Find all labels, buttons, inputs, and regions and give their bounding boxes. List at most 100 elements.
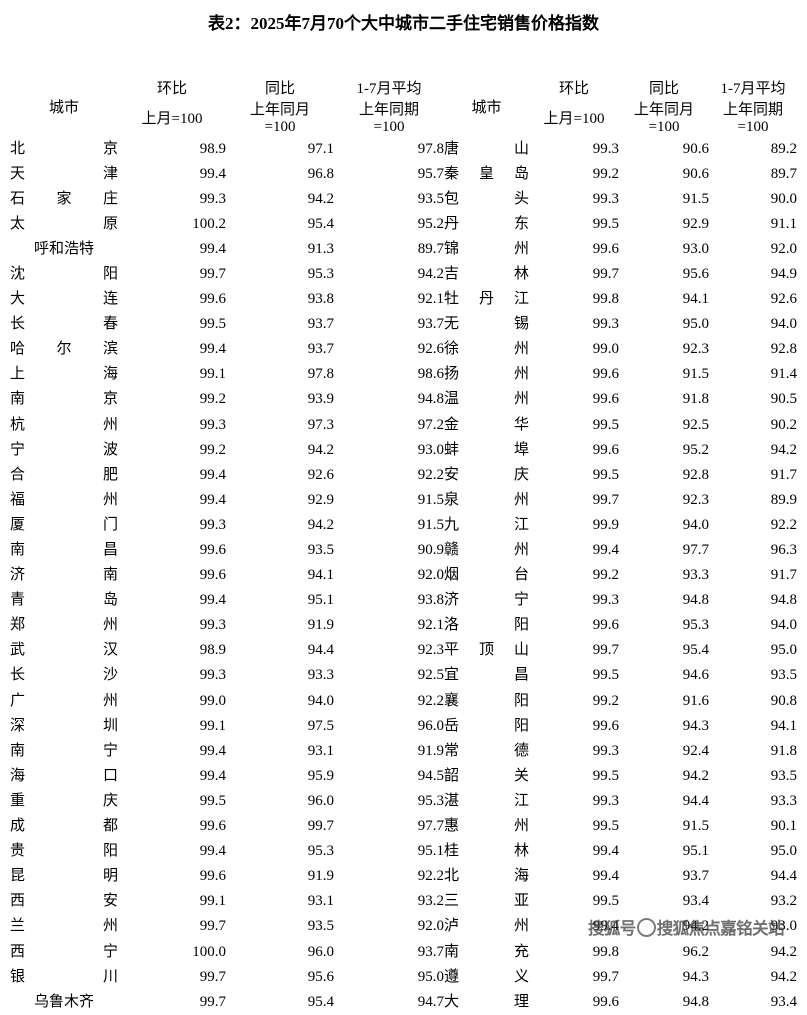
value-mom-left: 99.7 (199, 265, 226, 282)
value-yoy-left: 93.9 (307, 391, 334, 408)
value-mom-right: 99.0 (592, 341, 619, 358)
value-avg-right: 92.2 (770, 516, 797, 533)
header-base-mom-left-line1: 上月=100 (141, 110, 203, 127)
value-mom-left: 99.6 (199, 542, 226, 558)
value-avg-right: 91.1 (770, 215, 797, 232)
table-row: 西安 99.1 93.1 93.2 三亚 99.5 93.4 93.2 (10, 889, 797, 914)
value-yoy-right: 94.2 (682, 767, 709, 784)
city-name-left: 银川 (10, 968, 118, 985)
value-avg-left: 96.0 (417, 717, 444, 734)
value-mom-right: 99.4 (592, 843, 619, 860)
city-name-right: 泸州 (444, 918, 529, 935)
value-avg-right: 93.4 (770, 993, 797, 1010)
city-name-left: 石家庄 (10, 190, 118, 207)
value-mom-left: 99.1 (199, 893, 226, 910)
value-yoy-left: 96.0 (307, 943, 334, 960)
city-name-left: 南宁 (10, 742, 118, 759)
value-mom-left: 99.6 (199, 567, 226, 584)
value-yoy-left: 93.8 (307, 291, 334, 308)
value-avg-right: 94.8 (770, 592, 797, 609)
value-avg-right: 91.4 (770, 366, 797, 383)
city-name-left: 南京 (10, 391, 118, 408)
table-container: 城市 环比 同比 1-7月平均 城市 环比 同比 1-7月平均 上月=100 上… (10, 76, 797, 1015)
table-row: 太原 100.2 95.4 95.2 丹东 99.5 92.9 91.1 (10, 212, 797, 237)
value-mom-left: 99.4 (199, 240, 226, 257)
city-name-left: 长春 (10, 316, 118, 333)
value-mom-left: 99.1 (199, 717, 226, 734)
table-header: 城市 环比 同比 1-7月平均 城市 环比 同比 1-7月平均 上月=100 上… (10, 76, 797, 137)
value-avg-right: 91.7 (770, 567, 797, 584)
value-avg-left: 92.3 (417, 642, 444, 659)
value-mom-right: 99.6 (592, 441, 619, 458)
value-avg-left: 92.0 (417, 918, 444, 935)
value-mom-right: 99.3 (592, 316, 619, 333)
value-mom-right: 99.3 (592, 742, 619, 759)
value-yoy-right: 97.7 (682, 542, 709, 558)
value-mom-right: 99.7 (592, 968, 619, 985)
value-avg-left: 92.1 (417, 291, 444, 308)
value-avg-right: 90.1 (770, 818, 797, 835)
value-yoy-right: 95.0 (682, 316, 709, 333)
value-yoy-left: 91.9 (307, 617, 334, 634)
value-yoy-left: 94.1 (307, 567, 334, 584)
header-base-avg-left: 上年同期 =100 (334, 102, 444, 137)
value-yoy-left: 92.6 (307, 466, 334, 483)
value-yoy-right: 92.3 (682, 491, 709, 508)
value-avg-left: 93.2 (417, 893, 444, 910)
value-yoy-left: 93.3 (307, 667, 334, 684)
city-name-left: 武汉 (10, 642, 118, 659)
table-row: 北京 98.9 97.1 97.8 唐山 99.3 90.6 89.2 (10, 137, 797, 162)
value-yoy-left: 97.5 (307, 717, 334, 734)
price-index-table-page: 表2：2025年7月70个大中城市二手住宅销售价格指数 城市 环比 同比 1-7… (10, 14, 797, 1010)
city-name-right: 岳阳 (444, 717, 529, 734)
value-yoy-left: 95.9 (307, 767, 334, 784)
value-yoy-left: 93.5 (307, 542, 334, 558)
city-name-left: 合肥 (10, 466, 118, 483)
value-yoy-right: 93.4 (682, 893, 709, 910)
value-avg-right: 93.5 (770, 667, 797, 684)
header-base-yoy-right-line2: =100 (648, 119, 680, 136)
table-row: 宁波 99.2 94.2 93.0 蚌埠 99.6 95.2 94.2 (10, 438, 797, 463)
value-mom-left: 99.3 (199, 617, 226, 634)
city-name-left: 沈阳 (10, 265, 118, 282)
value-mom-right: 99.5 (592, 818, 619, 835)
value-avg-right: 93.0 (770, 918, 797, 935)
value-mom-left: 99.4 (199, 742, 226, 759)
value-mom-right: 99.6 (592, 366, 619, 383)
city-name-left: 长沙 (10, 667, 118, 684)
value-yoy-left: 93.5 (307, 918, 334, 935)
city-name-right: 湛江 (444, 792, 529, 809)
value-yoy-right: 92.4 (682, 742, 709, 759)
value-avg-left: 97.7 (417, 818, 444, 835)
value-avg-right: 94.2 (770, 441, 797, 458)
value-yoy-left: 92.9 (307, 491, 334, 508)
value-yoy-left: 91.3 (307, 240, 334, 257)
value-yoy-right: 93.7 (682, 868, 709, 885)
value-yoy-left: 96.8 (307, 165, 334, 182)
table-row: 南京 99.2 93.9 94.8 温州 99.6 91.8 90.5 (10, 387, 797, 412)
table-row: 昆明 99.6 91.9 92.2 北海 99.4 93.7 94.4 (10, 864, 797, 889)
value-yoy-left: 94.2 (307, 516, 334, 533)
value-mom-left: 99.7 (199, 993, 226, 1010)
table-row: 合肥 99.4 92.6 92.2 安庆 99.5 92.8 91.7 (10, 463, 797, 488)
value-yoy-left: 93.7 (307, 341, 334, 358)
city-name-left: 上海 (10, 366, 118, 383)
city-name-right: 温州 (444, 391, 529, 408)
table-row: 大连 99.6 93.8 92.1 牡丹江 99.8 94.1 92.6 (10, 287, 797, 312)
value-avg-right: 94.9 (770, 265, 797, 282)
table-row: 哈尔滨 99.4 93.7 92.6 徐州 99.0 92.3 92.8 (10, 337, 797, 362)
value-yoy-right: 95.2 (682, 441, 709, 458)
table-row: 南宁 99.4 93.1 91.9 常德 99.3 92.4 91.8 (10, 739, 797, 764)
city-name-left: 重庆 (10, 792, 118, 809)
header-city-left: 城市 (48, 99, 79, 116)
value-mom-left: 99.0 (199, 692, 226, 709)
value-avg-left: 93.7 (417, 943, 444, 960)
value-mom-right: 99.3 (592, 792, 619, 809)
city-name-right: 唐山 (444, 140, 529, 157)
value-mom-right: 99.3 (592, 190, 619, 207)
value-avg-right: 90.2 (770, 416, 797, 433)
value-mom-left: 99.4 (199, 843, 226, 860)
value-yoy-right: 95.1 (682, 843, 709, 860)
value-mom-right: 99.6 (592, 391, 619, 408)
header-base-avg-right-line1: 上年同期 (722, 102, 783, 118)
